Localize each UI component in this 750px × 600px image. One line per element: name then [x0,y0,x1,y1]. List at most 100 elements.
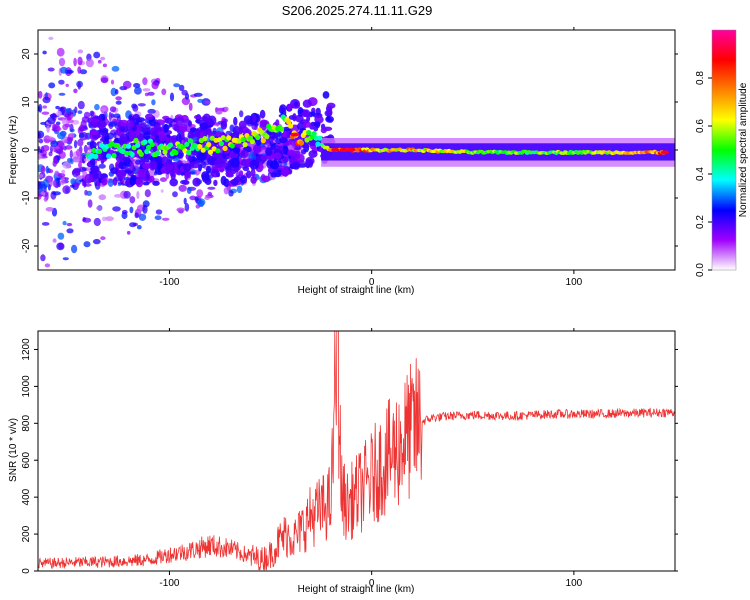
heatmap-cell [242,166,250,172]
heatmap-cell [75,148,83,157]
heatmap-cell [89,110,95,117]
heatmap-cell [62,119,69,124]
heatmap-cell [38,130,45,139]
spectrogram-ytick-label: -20 [21,238,32,253]
heatmap-cell [220,175,227,186]
heatmap-cell [77,100,85,110]
heatmap-cell [225,171,234,177]
heatmap-cell [46,125,50,133]
spectrogram-xtick-label: 0 [369,277,375,288]
heatmap-cell [111,65,120,72]
heatmap-cell [161,156,168,162]
heatmap-cell [41,111,50,115]
colorbar-tick-label: 0.0 [695,263,706,277]
heatmap-cell [186,186,192,194]
heatmap-cell [77,56,83,66]
heatmap-cell [142,181,150,186]
heatmap-ridge-cell [286,119,292,125]
heatmap-cell [129,161,135,171]
heatmap-cell [187,155,193,162]
heatmap-cell [57,173,66,178]
heatmap-cell [262,175,271,183]
snr-ytick-label: 400 [21,488,32,505]
heatmap-ridge-cell [126,143,132,149]
heatmap-cell [142,163,151,170]
spectrogram-ytick-label: -10 [21,190,32,205]
heatmap-cell [47,116,56,125]
heatmap-cell [48,82,56,89]
heatmap-cell [176,207,185,213]
heatmap-cell [239,110,244,118]
heatmap-cell [181,89,188,96]
heatmap-cell [142,88,151,92]
heatmap-cell [77,81,82,90]
heatmap-cell [123,190,131,199]
heatmap-cell [38,90,43,99]
heatmap-cell [282,145,289,155]
heatmap-cell [135,159,141,165]
heatmap-cell [58,57,66,67]
heatmap-cell [89,158,96,166]
heatmap-cell [322,91,330,99]
heatmap-cell [66,228,74,234]
heatmap-cell [187,120,192,127]
heatmap-cell [74,168,81,177]
colorbar-axes: 0.0 0.2 0.4 0.6 0.8 [695,29,737,277]
heatmap-cell [42,50,47,55]
heatmap-cell [62,161,71,169]
heatmap-cell [194,128,201,138]
heatmap-cell [101,177,108,186]
heatmap-cell [112,177,118,186]
heatmap-cell [295,153,305,164]
heatmap-cell [137,132,144,141]
heatmap-cell [114,194,123,198]
heatmap-cell [115,100,122,105]
heatmap-cell [148,175,155,183]
heatmap-cell [53,156,58,164]
heatmap-cell [193,92,203,97]
heatmap-cell [279,136,288,144]
heatmap-cell [168,123,173,128]
heatmap-ridge-cell [207,149,214,155]
heatmap-cell [101,216,107,222]
colorbar: 0.0 0.2 0.4 0.6 0.8 Normalized spectral ampl… [695,29,749,277]
spectrogram-xlabel: Height of straight line (km) [298,285,415,296]
heatmap-ridge-cell [135,142,141,148]
heatmap-cell [164,117,174,124]
heatmap-cell [96,206,102,211]
heatmap-cell [84,173,93,184]
heatmap-cell [64,177,69,181]
heatmap-cell [193,137,197,142]
heatmap-cell [84,158,88,162]
snr-frame [37,330,676,572]
heatmap-cell [59,106,67,110]
heatmap-cell [132,104,139,112]
heatmap-cell [194,114,202,120]
heatmap-cell [279,104,287,112]
heatmap-cell [62,257,69,261]
heatmap-cell [201,171,210,181]
heatmap-cell [100,77,109,83]
heatmap-cell [195,204,201,209]
heatmap-cell [238,126,243,135]
heatmap-cell [240,150,246,157]
heatmap-cell [56,47,65,57]
heatmap-ridge-cell [315,141,321,147]
heatmap-peak [339,148,348,152]
heatmap-cell [142,77,148,86]
snr-ytick-label: 800 [21,415,32,432]
spectrogram-xtick-label: 100 [566,277,583,288]
heatmap-cell [86,190,92,196]
colorbar-frame [711,29,737,271]
heatmap-cell [326,115,331,122]
heatmap-cell [129,196,136,204]
heatmap-cell [110,79,115,85]
heatmap-cell [160,189,164,193]
heatmap-cell [89,121,98,127]
heatmap-cell [98,194,107,201]
heatmap-cell [52,179,57,188]
heatmap-ridge-cell [93,153,99,159]
heatmap-cell [223,106,229,112]
heatmap-cell [210,169,220,178]
spectrogram-xtick-label: -100 [159,277,179,288]
